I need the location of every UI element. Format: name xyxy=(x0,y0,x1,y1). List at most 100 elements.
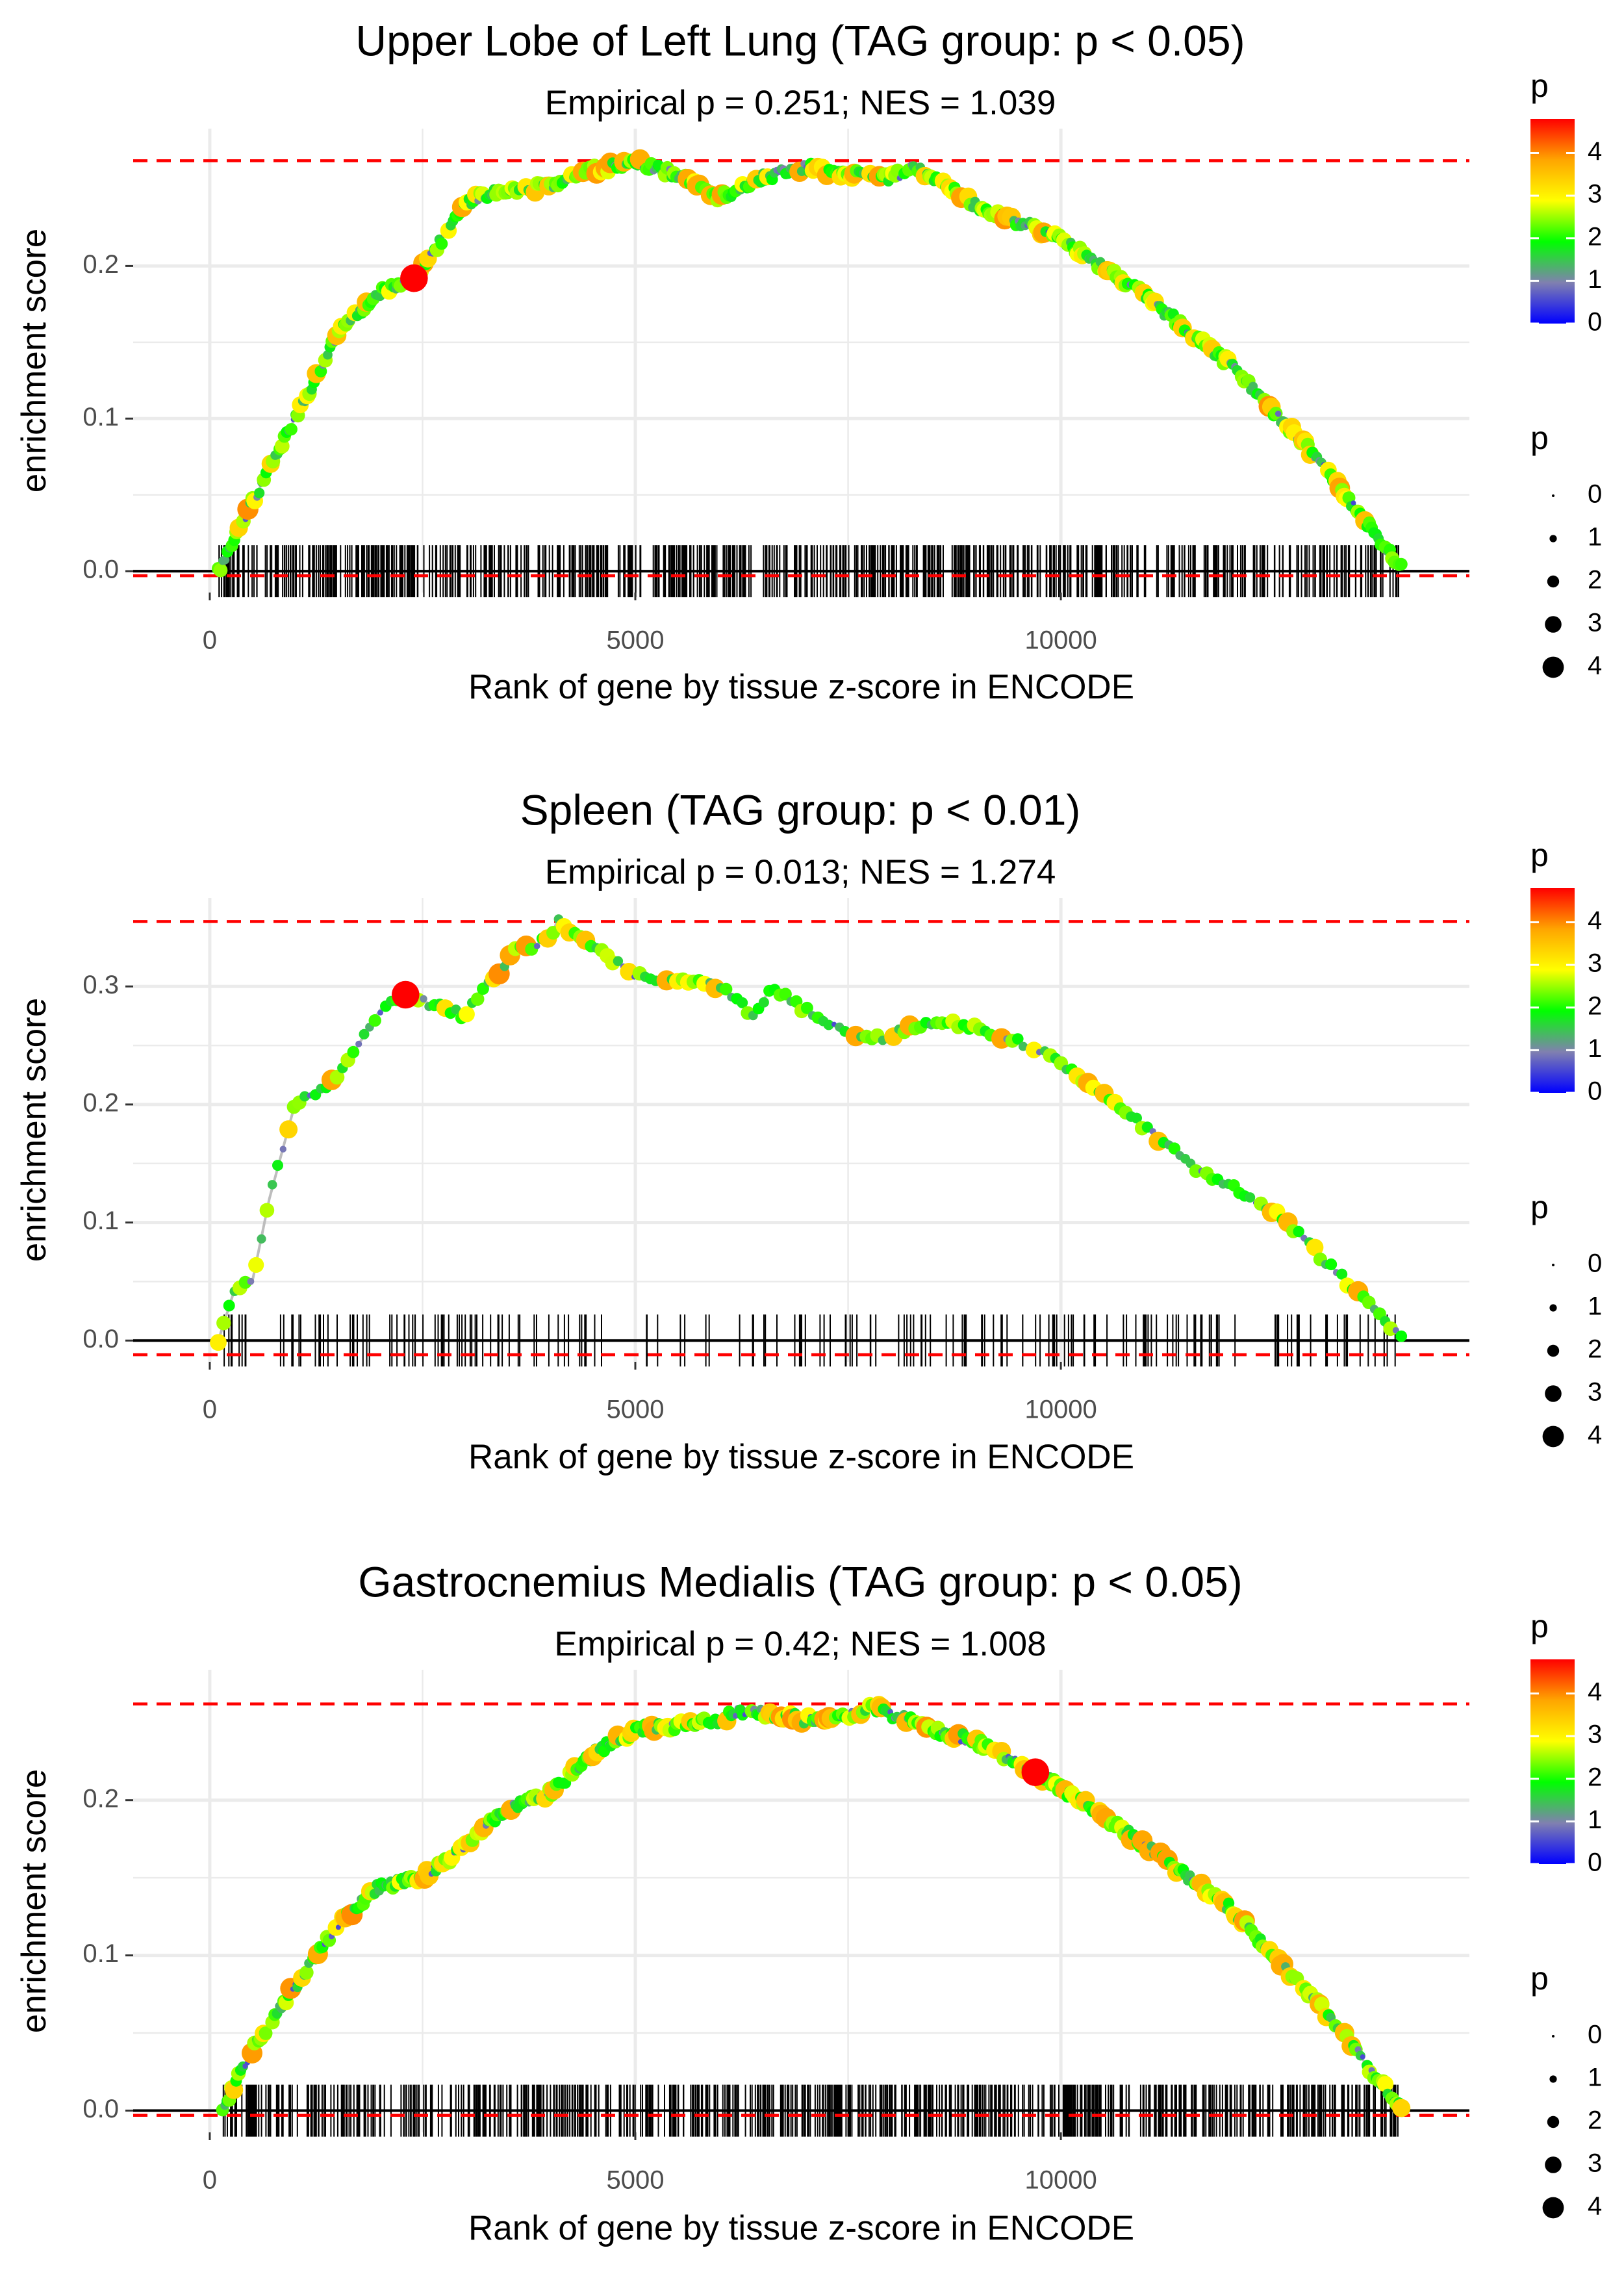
x-tick-label: 5000 xyxy=(607,1396,665,1424)
enrichment-point xyxy=(259,2026,273,2040)
chart-subtitle: Empirical p = 0.013; NES = 1.274 xyxy=(545,853,1056,891)
enrichment-point xyxy=(359,1028,370,1040)
chart-title: Gastrocnemius Medialis (TAG group: p < 0… xyxy=(358,1557,1243,1605)
size-legend-title: p xyxy=(1530,1189,1549,1225)
color-bar-label: 4 xyxy=(1588,137,1602,166)
y-axis-label: enrichment score xyxy=(15,998,53,1262)
size-legend-key xyxy=(1547,2115,1560,2128)
y-tick-label: 0.3 xyxy=(82,971,119,999)
enrichment-point xyxy=(800,1001,813,1014)
size-legend-key xyxy=(1552,494,1554,497)
enrichment-point xyxy=(459,1006,475,1023)
enrichment-point xyxy=(247,1277,255,1285)
enrichment-point xyxy=(1306,1238,1324,1257)
color-legend-title: p xyxy=(1530,68,1549,104)
size-legend-label: 3 xyxy=(1588,2149,1602,2178)
size-legend-label: 0 xyxy=(1588,480,1602,509)
enrichment-point xyxy=(335,1924,341,1930)
legend-panel-2: p 0 1 2 3 4 p 0 1 2 3 4 xyxy=(1530,837,1602,1450)
size-legend-label: 2 xyxy=(1588,566,1602,594)
enrichment-point xyxy=(779,988,792,1001)
enrichment-point xyxy=(223,1299,235,1312)
enrichment-point xyxy=(420,995,427,1003)
enrichment-point xyxy=(737,997,748,1008)
y-tick-label: 0.2 xyxy=(82,1784,119,1813)
enrichment-point xyxy=(279,1145,286,1153)
size-legend-label: 0 xyxy=(1588,1249,1602,1278)
enrichment-point xyxy=(1336,1268,1348,1280)
enrichment-point xyxy=(720,982,733,996)
color-bar-label: 1 xyxy=(1588,265,1602,294)
size-legend-label: 4 xyxy=(1588,1421,1602,1450)
color-bar xyxy=(1530,888,1575,1093)
size-legend-key xyxy=(1542,656,1564,678)
x-axis-label: Rank of gene by tissue z-score in ENCODE xyxy=(468,2209,1134,2247)
chart-panel-2: Spleen (TAG group: p < 0.01) Empirical p … xyxy=(15,786,1469,1476)
x-axis-label: Rank of gene by tissue z-score in ENCODE xyxy=(468,1438,1134,1476)
enrichment-points xyxy=(210,914,1408,1351)
size-legend-label: 1 xyxy=(1588,523,1602,552)
enrichment-point xyxy=(220,556,230,565)
size-legend-key xyxy=(1545,2156,1562,2173)
x-tick-label: 10000 xyxy=(1024,2166,1097,2195)
enrichment-point xyxy=(1189,1164,1203,1178)
max-p-point xyxy=(400,264,428,292)
enrichment-point xyxy=(435,237,448,250)
size-legend-key xyxy=(1547,575,1560,588)
legend-panel-1: p 0 1 2 3 4 p 0 1 2 3 4 xyxy=(1530,68,1602,680)
grid xyxy=(133,898,1469,1362)
y-axis-label: enrichment score xyxy=(15,1769,53,2034)
enrichment-point xyxy=(347,1045,360,1058)
y-tick-label: 0.0 xyxy=(82,556,119,584)
x-axis-label: Rank of gene by tissue z-score in ENCODE xyxy=(468,668,1134,706)
enrichment-point xyxy=(216,1316,231,1331)
enrichment-point xyxy=(1351,500,1356,505)
enrichment-points xyxy=(216,1696,1411,2117)
enrichment-point xyxy=(1395,1330,1408,1342)
x-tick-label: 5000 xyxy=(607,2166,665,2195)
color-bar-label: 2 xyxy=(1588,222,1602,251)
color-bar xyxy=(1530,119,1575,324)
y-tick-label: 0.2 xyxy=(82,1089,119,1118)
x-tick-label: 0 xyxy=(203,626,217,655)
enrichment-point xyxy=(1275,411,1282,417)
enrichment-point xyxy=(758,997,769,1008)
x-tick-label: 10000 xyxy=(1024,1396,1097,1424)
color-bar-label: 3 xyxy=(1588,180,1602,209)
chart-panel-3: Gastrocnemius Medialis (TAG group: p < 0… xyxy=(15,1557,1469,2247)
enrichment-point xyxy=(377,1010,383,1016)
enrichment-point xyxy=(1019,1041,1028,1051)
enrichment-curve xyxy=(217,919,1402,1341)
color-bar xyxy=(1530,1659,1575,1864)
grid xyxy=(133,129,1469,593)
y-axis-label: enrichment score xyxy=(15,229,53,493)
size-legend-label: 3 xyxy=(1588,1378,1602,1407)
enrichment-point xyxy=(299,1965,314,1980)
enrichment-point xyxy=(1131,1112,1142,1124)
enrichment-point xyxy=(1325,1258,1338,1271)
size-legend-label: 1 xyxy=(1588,2063,1602,2092)
enrichment-point xyxy=(213,563,228,578)
enrichment-point xyxy=(823,1019,834,1030)
enrichment-points xyxy=(211,149,1408,578)
size-legend-key xyxy=(1552,1264,1554,1266)
y-tick-label: 0.1 xyxy=(82,403,119,431)
size-legend-key xyxy=(1545,616,1562,633)
max-p-point xyxy=(1021,1758,1050,1786)
enrichment-point xyxy=(368,1014,381,1027)
size-legend-title: p xyxy=(1530,1960,1549,1997)
size-legend-key xyxy=(1549,535,1557,543)
enrichment-point xyxy=(1360,2054,1365,2060)
enrichment-point xyxy=(257,1234,266,1244)
size-legend-key xyxy=(1545,1385,1562,1402)
enrichment-point xyxy=(279,1120,298,1139)
chart-title: Upper Lobe of Left Lung (TAG group: p < … xyxy=(355,16,1245,64)
color-bar-label: 2 xyxy=(1588,991,1602,1020)
chart-title: Spleen (TAG group: p < 0.01) xyxy=(520,786,1081,834)
color-bar-label: 3 xyxy=(1588,1720,1602,1749)
color-bar-label: 2 xyxy=(1588,1763,1602,1791)
size-legend-label: 2 xyxy=(1588,2106,1602,2135)
size-legend-label: 0 xyxy=(1588,2021,1602,2049)
legend-panel-3: p 0 1 2 3 4 p 0 1 2 3 4 xyxy=(1530,1608,1602,2221)
